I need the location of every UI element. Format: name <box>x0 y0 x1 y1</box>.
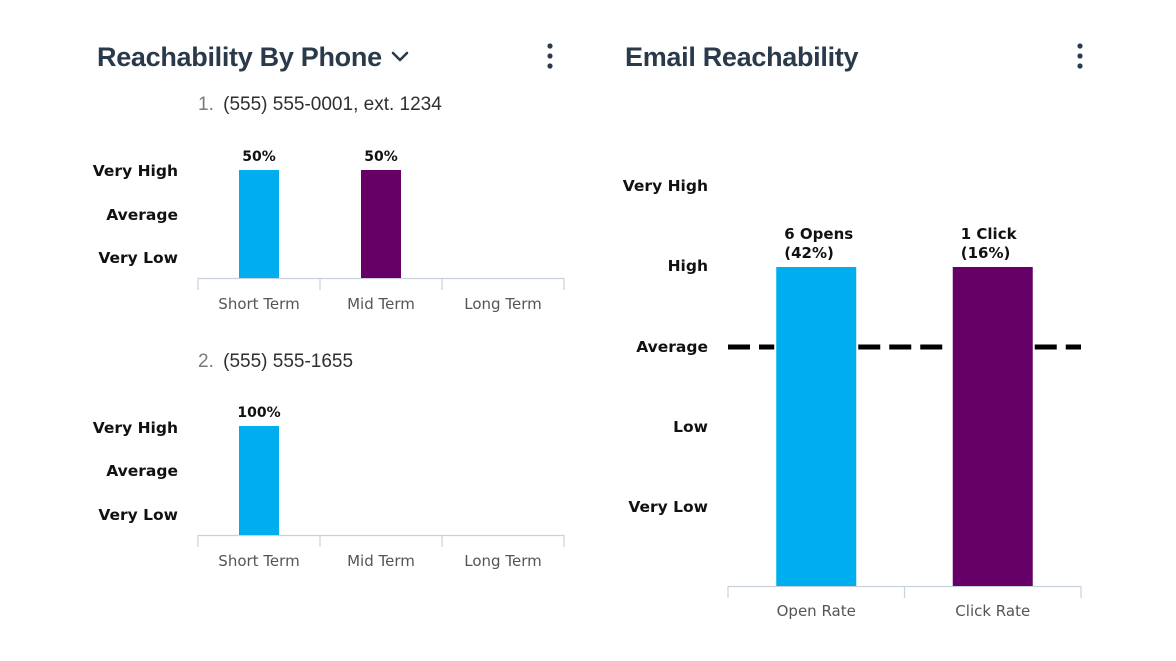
bar <box>952 267 1033 586</box>
bar <box>239 170 279 278</box>
y-level-label: Average <box>106 206 178 224</box>
x-tick-label: Mid Term <box>347 552 415 570</box>
y-level-label: Very High <box>623 177 708 195</box>
x-tick-label: Mid Term <box>347 295 415 313</box>
chevron-down-icon[interactable] <box>388 45 412 69</box>
phone-entry-1: 1. (555) 555-0001, ext. 1234 <box>198 93 442 117</box>
bar <box>239 426 279 535</box>
x-tick-label: Long Term <box>464 295 541 313</box>
data-label: 50% <box>364 149 398 165</box>
x-tick-label: Short Term <box>218 295 299 313</box>
bar <box>776 267 857 586</box>
data-label: 6 Opens <box>784 225 853 243</box>
phone-number: (555) 555-1655 <box>223 351 354 372</box>
phone-number: (555) 555-0001, ext. 1234 <box>223 94 442 115</box>
x-tick-label: Short Term <box>218 552 299 570</box>
data-label: 50% <box>242 149 276 165</box>
y-level-label: Average <box>636 338 708 356</box>
bar <box>361 170 401 278</box>
y-level-label: Average <box>106 462 178 480</box>
y-level-label: Very Low <box>628 498 708 516</box>
data-label: (16%) <box>961 244 1011 262</box>
data-label: 100% <box>237 405 280 421</box>
x-tick-label: Open Rate <box>777 602 856 620</box>
more-vertical-icon[interactable] <box>543 42 557 72</box>
data-label: (42%) <box>784 244 834 262</box>
y-level-label: Low <box>673 418 708 436</box>
y-level-label: Very High <box>93 162 178 180</box>
phone-entry-index: 2. <box>198 351 214 372</box>
y-level-label: Very Low <box>98 249 178 267</box>
email-panel-title: Email Reachability <box>625 42 859 72</box>
phone-entry-2: 2. (555) 555-1655 <box>198 350 353 374</box>
y-level-label: Very High <box>93 419 178 437</box>
x-tick-label: Click Rate <box>955 602 1030 620</box>
y-level-label: High <box>668 257 708 275</box>
data-label: 1 Click <box>961 225 1018 243</box>
y-level-label: Very Low <box>98 506 178 524</box>
phone-entry-index: 1. <box>198 94 214 115</box>
more-vertical-icon[interactable] <box>1073 42 1087 72</box>
x-tick-label: Long Term <box>464 552 541 570</box>
phone-panel-title: Reachability By Phone <box>97 42 382 72</box>
